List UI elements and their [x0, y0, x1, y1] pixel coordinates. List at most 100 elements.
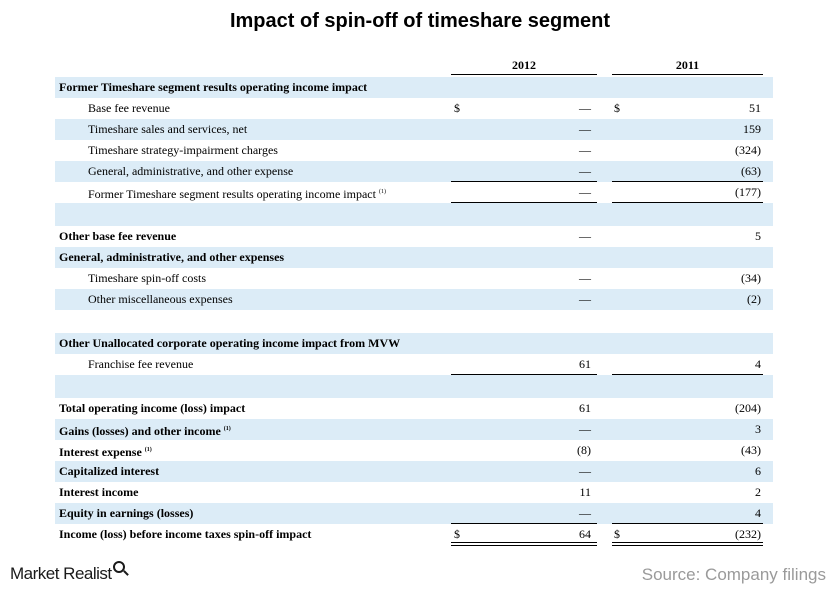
table-row-spacer: [55, 375, 773, 398]
table-row-total: Income (loss) before income taxes spin-o…: [55, 524, 773, 546]
value-2011: 5: [755, 229, 761, 243]
value-2012: —: [579, 422, 591, 436]
market-realist-logo: Market Realist: [10, 561, 125, 584]
table-row: Other base fee revenue — 5: [55, 226, 773, 247]
value-2011: 3: [755, 422, 761, 436]
table-row: Former Timeshare segment results operati…: [55, 77, 773, 98]
row-label: General, administrative, and other expen…: [59, 250, 285, 264]
value-2011: 6: [755, 464, 761, 478]
value-2012: —: [579, 271, 591, 285]
source-note: Source: Company filings: [641, 565, 826, 584]
table-row: Interest income 11 2: [55, 482, 773, 503]
subtotal-rule: [451, 374, 597, 375]
value-2012: —: [579, 292, 591, 306]
row-label: Interest income: [59, 485, 139, 499]
value-2012: —: [579, 464, 591, 478]
column-header-2012: 2012: [451, 58, 597, 75]
table-row: Timeshare sales and services, net — 159: [55, 119, 773, 140]
row-label: Capitalized interest: [59, 464, 160, 478]
table-row: Other Unallocated corporate operating in…: [55, 333, 773, 354]
row-label: Other miscellaneous expenses: [88, 292, 233, 306]
dollar-sign: $: [454, 101, 460, 115]
dollar-sign: $: [454, 527, 460, 541]
value-2011: 4: [755, 506, 761, 520]
table-row: Former Timeshare segment results operati…: [55, 182, 773, 203]
table-row: Base fee revenue $ — $ 51: [55, 98, 773, 119]
table-row-spacer: [55, 310, 773, 333]
value-2011: (43): [741, 443, 761, 457]
value-2011: (34): [741, 271, 761, 285]
table-row: General, administrative, and other expen…: [55, 247, 773, 268]
dollar-sign: $: [614, 527, 620, 541]
row-label: Base fee revenue: [88, 101, 170, 115]
value-2012: 61: [579, 357, 591, 371]
magnifier-icon: [112, 561, 125, 573]
subtotal-rule: [451, 523, 597, 524]
footnote-marker: (1): [378, 189, 386, 195]
row-label: Timeshare sales and services, net: [88, 122, 248, 136]
value-2012: —: [579, 101, 591, 115]
financial-table: Former Timeshare segment results operati…: [55, 77, 773, 546]
row-label-text: Interest expense: [59, 445, 142, 459]
row-label: Former Timeshare segment results operati…: [59, 80, 368, 94]
row-label: Franchise fee revenue: [88, 357, 194, 371]
brand-name: Market Realist: [10, 564, 112, 583]
value-2011: (177): [735, 185, 761, 199]
value-2012: —: [579, 229, 591, 243]
dollar-sign: $: [614, 101, 620, 115]
row-label: Other Unallocated corporate operating in…: [59, 336, 401, 350]
value-2012: —: [579, 122, 591, 136]
row-label-text: Gains (losses) and other income: [59, 424, 221, 438]
value-2012: —: [579, 164, 591, 178]
subtotal-rule: [612, 374, 763, 375]
value-2011: (324): [735, 143, 761, 157]
value-2012: —: [579, 185, 591, 199]
table-row: Gains (losses) and other income (1) — 3: [55, 419, 773, 440]
page-title: Impact of spin-off of timeshare segment: [229, 10, 611, 32]
table-row-spacer: [55, 203, 773, 226]
table-row: Total operating income (loss) impact 61 …: [55, 398, 773, 419]
value-2011: (204): [735, 401, 761, 415]
row-label: Total operating income (loss) impact: [59, 401, 246, 415]
row-label: Equity in earnings (losses): [59, 506, 194, 520]
row-label-text: Former Timeshare segment results operati…: [88, 187, 376, 201]
row-label: Timeshare strategy-impairment charges: [88, 143, 278, 157]
row-label: Other base fee revenue: [59, 229, 177, 243]
value-2011: 2: [755, 485, 761, 499]
value-2011: (2): [747, 292, 761, 306]
value-2012: —: [579, 506, 591, 520]
value-2012: 61: [579, 401, 591, 415]
table-row: Franchise fee revenue 61 4: [55, 354, 773, 375]
subtotal-rule: [612, 202, 763, 203]
column-header-2011: 2011: [612, 58, 763, 75]
table-row: Capitalized interest — 6: [55, 461, 773, 482]
value-2012: —: [579, 143, 591, 157]
table-row: Interest expense (1) (8) (43): [55, 440, 773, 461]
subtotal-rule: [612, 523, 763, 524]
total-double-rule: [612, 542, 763, 546]
value-2012: 11: [579, 485, 591, 499]
row-label: General, administrative, and other expen…: [88, 164, 294, 178]
row-label: Gains (losses) and other income (1): [59, 419, 231, 442]
value-2012: (8): [577, 443, 591, 457]
footnote-marker: (1): [223, 426, 231, 432]
total-double-rule: [451, 542, 597, 546]
table-row: Equity in earnings (losses) — 4: [55, 503, 773, 524]
value-2011: 51: [749, 101, 761, 115]
table-row: Other miscellaneous expenses — (2): [55, 289, 773, 310]
table-row: Timeshare strategy-impairment charges — …: [55, 140, 773, 161]
row-label: Timeshare spin-off costs: [88, 271, 206, 285]
subtotal-rule: [612, 181, 763, 182]
value-2011: 4: [755, 357, 761, 371]
row-label: Income (loss) before income taxes spin-o…: [59, 527, 312, 541]
table-row: General, administrative, and other expen…: [55, 161, 773, 182]
value-2011: (232): [735, 527, 761, 541]
row-label: Former Timeshare segment results operati…: [88, 182, 386, 205]
row-label: Interest expense (1): [59, 440, 152, 463]
footnote-marker: (1): [144, 447, 152, 453]
value-2011: (63): [741, 164, 761, 178]
subtotal-rule: [451, 181, 597, 182]
subtotal-rule: [451, 202, 597, 203]
table-row: Timeshare spin-off costs — (34): [55, 268, 773, 289]
value-2012: 64: [579, 527, 591, 541]
